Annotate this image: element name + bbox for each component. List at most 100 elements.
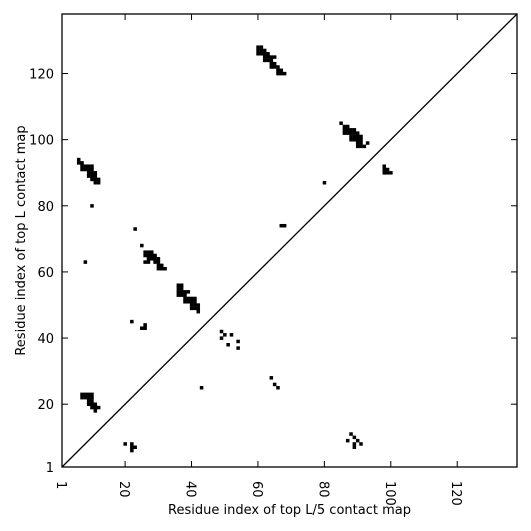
contact-cell-lower xyxy=(80,392,84,397)
contact-cell-upper xyxy=(146,257,151,261)
contact-cell-upper xyxy=(80,161,84,165)
x-tick-label: 60 xyxy=(249,481,264,498)
contact-cell-upper xyxy=(259,48,264,53)
contact-cell-upper xyxy=(365,141,370,145)
contact-cell-upper xyxy=(359,137,363,142)
contact-cell-upper xyxy=(156,257,161,261)
contact-cell-upper xyxy=(382,164,387,168)
contact-cell-upper xyxy=(382,167,387,172)
contact-cell-upper xyxy=(93,174,98,178)
contact-cell-lower xyxy=(349,432,353,436)
contact-cell-upper xyxy=(322,180,327,185)
contact-cell-upper xyxy=(262,52,267,56)
contact-cell-upper xyxy=(156,266,161,271)
contact-cell-lower xyxy=(86,392,91,397)
contact-cell-lower xyxy=(219,329,224,334)
contact-cell-upper xyxy=(279,68,284,73)
contact-cell-lower xyxy=(345,438,350,443)
x-axis-ticks: 1 20 40 60 80 100 120 xyxy=(53,14,463,506)
contact-cell-upper xyxy=(193,306,197,311)
contact-cell-upper xyxy=(86,174,91,178)
contact-cell-lower xyxy=(133,445,137,450)
contact-cell-upper xyxy=(196,309,201,314)
contact-cell-lower xyxy=(352,445,357,450)
contact-cell-upper xyxy=(90,174,94,178)
contact-cell-upper xyxy=(276,65,280,69)
contact-cell-upper xyxy=(189,300,194,304)
contact-cell-upper xyxy=(153,257,157,261)
contact-cell-lower xyxy=(229,333,234,337)
contact-cell-lower xyxy=(86,402,91,407)
contact-cell-upper xyxy=(256,52,260,56)
contact-cell-upper xyxy=(282,223,287,228)
contact-cell-lower xyxy=(90,395,94,400)
contact-cell-lower xyxy=(199,385,204,390)
contact-cell-upper xyxy=(359,141,363,145)
contact-cell-lower xyxy=(96,405,101,410)
contact-cell-upper xyxy=(269,65,274,69)
y-tick-label: 20 xyxy=(37,398,54,413)
contact-cell-upper xyxy=(96,180,101,185)
y-tick-label: 120 xyxy=(29,68,54,83)
contact-cell-upper xyxy=(349,137,353,142)
contact-cell-upper xyxy=(179,290,184,294)
y-tick-label: 100 xyxy=(29,134,54,149)
contact-cell-upper xyxy=(349,128,353,132)
contact-cell-upper xyxy=(163,266,167,271)
contact-cell-upper xyxy=(150,257,154,261)
contact-cell-lower xyxy=(93,409,98,413)
contact-cell-lower xyxy=(355,438,360,443)
contact-cell-upper xyxy=(150,250,154,254)
contact-cell-upper xyxy=(183,290,187,294)
contact-cell-upper xyxy=(266,52,270,56)
contact-cell-upper xyxy=(189,306,194,311)
contact-cell-upper xyxy=(359,144,363,149)
contact-cell-upper xyxy=(382,171,387,175)
x-tick-label: 1 xyxy=(53,481,68,489)
contact-cell-upper xyxy=(272,55,277,59)
plot-frame xyxy=(61,13,518,468)
contact-cell-upper xyxy=(86,167,91,172)
contact-cell-lower xyxy=(86,395,91,400)
diagonal-line xyxy=(61,13,518,468)
contact-cell-upper xyxy=(83,164,88,168)
contact-cell-upper xyxy=(189,303,194,307)
contact-cell-upper xyxy=(186,300,191,304)
contact-cell-upper xyxy=(282,71,287,76)
contact-cell-upper xyxy=(276,68,280,73)
contact-cell-upper xyxy=(352,128,357,132)
contact-cell-upper xyxy=(352,131,357,135)
contact-cell-upper xyxy=(385,167,390,172)
contact-cell-lower xyxy=(352,442,357,446)
contact-cell-upper xyxy=(266,58,270,63)
contact-cell-upper xyxy=(345,124,350,129)
contact-cell-upper xyxy=(193,296,197,301)
y-tick-label: 1 xyxy=(46,461,54,476)
contact-cell-upper xyxy=(83,260,88,264)
contact-cell-upper xyxy=(186,290,191,294)
contact-cells xyxy=(76,45,393,453)
contact-cell-upper xyxy=(90,167,94,172)
contact-cell-upper xyxy=(80,164,84,168)
contact-cell-upper xyxy=(159,266,164,271)
contact-cell-upper xyxy=(352,137,357,142)
contact-cell-lower xyxy=(93,405,98,410)
x-axis-label: Residue index of top L/5 contact map xyxy=(168,503,411,518)
contact-cell-upper xyxy=(349,134,353,139)
contact-cell-lower xyxy=(90,399,94,403)
contact-cell-lower xyxy=(130,448,134,453)
x-tick-label: 120 xyxy=(448,481,463,506)
contact-cell-upper xyxy=(86,171,91,175)
contact-cell-upper xyxy=(272,61,277,66)
contact-cell-upper xyxy=(262,55,267,59)
x-tick-label: 80 xyxy=(315,481,330,498)
contact-cell-upper xyxy=(355,141,360,145)
contact-cell-upper xyxy=(339,121,343,125)
contact-cell-lower xyxy=(123,442,127,446)
contact-cell-upper xyxy=(153,253,157,258)
contact-cell-upper xyxy=(90,171,94,175)
y-tick-label: 80 xyxy=(37,200,54,215)
contact-cell-upper xyxy=(176,290,181,294)
contact-cell-upper xyxy=(179,286,184,291)
contact-cell-upper xyxy=(259,52,264,56)
